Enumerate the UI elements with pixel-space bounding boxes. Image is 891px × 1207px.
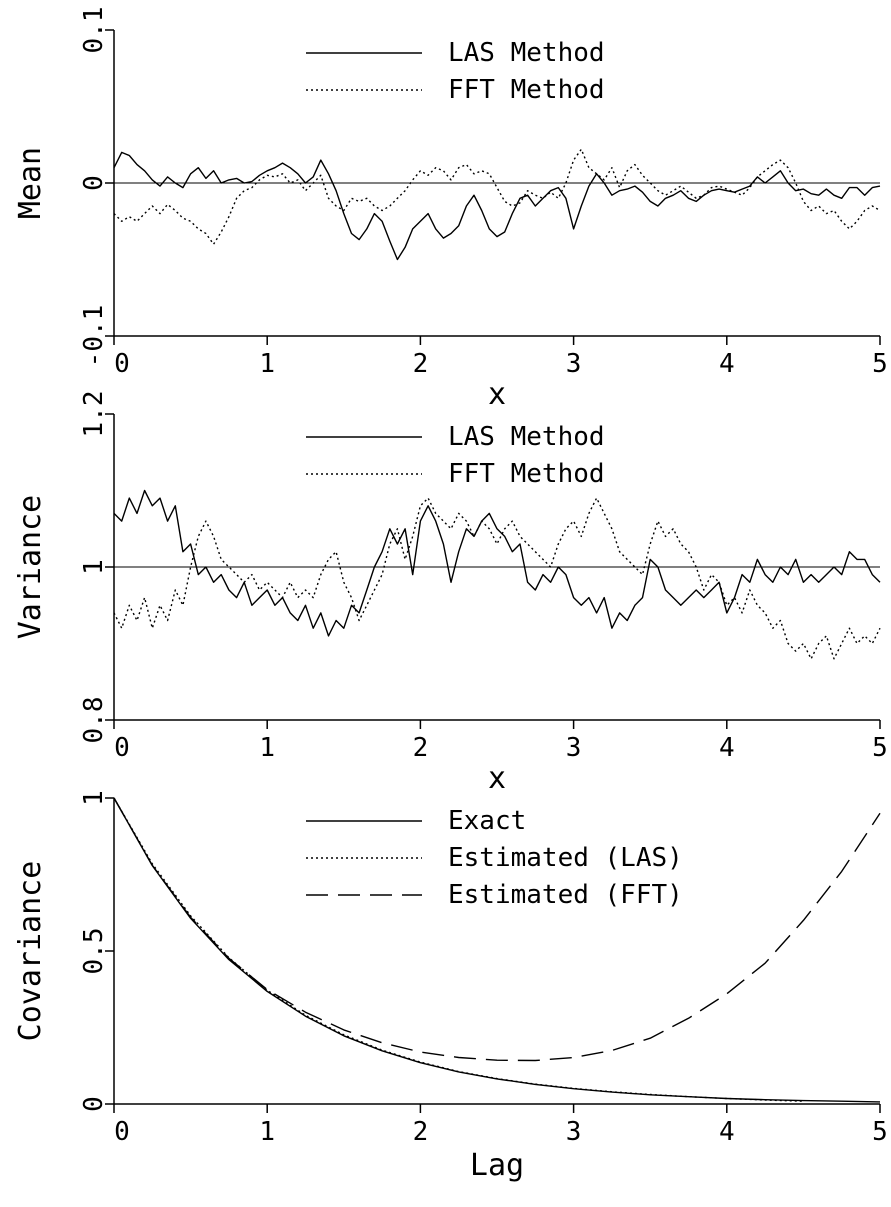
x-tick-label: 1 bbox=[259, 733, 275, 763]
series-line-fft-method bbox=[113, 497, 881, 660]
y-axis-label: Covariance bbox=[13, 861, 48, 1042]
series-line-estimated-fft bbox=[113, 797, 881, 1062]
x-tick-label: 0 bbox=[114, 733, 130, 763]
y-axis-label: Mean bbox=[13, 147, 48, 219]
x-tick-label: 2 bbox=[413, 1117, 429, 1147]
x-tick-label: 3 bbox=[566, 349, 582, 379]
x-tick-label: 5 bbox=[872, 733, 888, 763]
legend-label: LAS Method bbox=[448, 422, 605, 452]
x-tick-label: 4 bbox=[719, 733, 735, 763]
series-line-las-method bbox=[113, 489, 881, 637]
legend-label: LAS Method bbox=[448, 38, 605, 68]
x-tick-label: 0 bbox=[114, 1117, 130, 1147]
legend-label: Exact bbox=[448, 806, 526, 836]
y-tick-label: 0.5 bbox=[79, 928, 109, 975]
y-tick-label: 0.8 bbox=[79, 697, 109, 744]
x-axis-label: x bbox=[488, 761, 506, 796]
x-axis-label: Lag bbox=[470, 1148, 524, 1183]
x-axis-label: x bbox=[488, 377, 506, 412]
series-line-fft-method bbox=[113, 148, 881, 245]
y-tick-label: 0 bbox=[79, 1096, 109, 1112]
x-tick-label: 0 bbox=[114, 349, 130, 379]
series-line-las-method bbox=[113, 151, 881, 261]
y-tick-label: 0 bbox=[79, 175, 109, 191]
y-tick-label: -0.1 bbox=[79, 305, 109, 368]
x-tick-label: 5 bbox=[872, 1117, 888, 1147]
legend-label: Estimated (LAS) bbox=[448, 843, 683, 873]
x-tick-label: 1 bbox=[259, 349, 275, 379]
x-tick-label: 1 bbox=[259, 1117, 275, 1147]
x-tick-label: 4 bbox=[719, 1117, 735, 1147]
x-tick-label: 3 bbox=[566, 733, 582, 763]
x-tick-label: 4 bbox=[719, 349, 735, 379]
legend-label: Estimated (FFT) bbox=[448, 880, 683, 910]
y-tick-label: 1 bbox=[79, 559, 109, 575]
y-tick-label: 1 bbox=[79, 790, 109, 806]
y-tick-label: 1.2 bbox=[79, 391, 109, 438]
x-tick-label: 3 bbox=[566, 1117, 582, 1147]
x-tick-label: 2 bbox=[413, 733, 429, 763]
x-tick-label: 2 bbox=[413, 349, 429, 379]
y-tick-label: 0.1 bbox=[79, 7, 109, 54]
variance-panel: 0 1 2 3 4 5 0.8 1 1.2 Variance x LAS Method FFT Meth… bbox=[13, 391, 888, 796]
legend-label: FFT Method bbox=[448, 459, 605, 489]
covariance-panel: 0 1 2 3 4 5 0 0.5 1 Covariance Lag Exact Estimated (… bbox=[13, 790, 888, 1183]
y-axis-label: Variance bbox=[13, 495, 48, 640]
legend-label: FFT Method bbox=[448, 75, 605, 105]
x-tick-label: 5 bbox=[872, 349, 888, 379]
